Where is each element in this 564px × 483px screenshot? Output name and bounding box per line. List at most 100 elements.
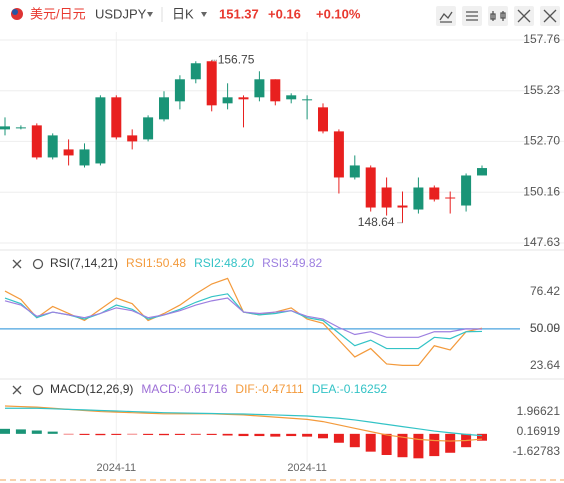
y-tick-label: 50.09 [530, 321, 560, 335]
y-tick-label: 23.64 [530, 358, 560, 372]
annotation: 148.64 [358, 215, 395, 229]
macd-bar [238, 433, 249, 437]
legend-entry: MACD:-0.61716 [141, 382, 227, 396]
y-tick-label: 152.70 [523, 134, 560, 148]
indicator-line [5, 407, 483, 437]
y-tick-label: 157.76 [523, 32, 560, 46]
macd-bar [79, 433, 90, 435]
candle-body [254, 79, 265, 98]
y-tick-label: 50.00 [530, 321, 560, 335]
candle-body [47, 135, 58, 158]
macd-bar [31, 430, 42, 434]
candle-body [0, 126, 10, 130]
indicator-line [4, 297, 483, 338]
candle-body [174, 79, 185, 102]
macd-bar [286, 433, 297, 437]
macd-bar [111, 433, 122, 435]
settings-icon[interactable] [32, 384, 44, 396]
y-tick-label: -1.62783 [513, 444, 561, 458]
candle-body [190, 63, 201, 80]
candle-body [477, 168, 487, 176]
candle-body [206, 61, 217, 106]
macd-bar [365, 433, 376, 452]
period-dropdown[interactable] [201, 12, 207, 17]
macd-bar [159, 433, 169, 436]
legend-entry: RSI3:49.82 [262, 256, 322, 270]
macd-bar [63, 433, 74, 435]
macd-bar [397, 433, 408, 458]
candle-body [445, 197, 456, 199]
macd-bar [127, 433, 138, 435]
candle-body [302, 99, 313, 101]
candle-body [270, 79, 281, 102]
macd-bar [302, 433, 313, 437]
candle-body [381, 187, 392, 208]
y-tick-label: 0.16919 [517, 424, 561, 438]
pair: 美元/日元 [30, 6, 86, 21]
legend-entry: RSI2:48.20 [194, 256, 254, 270]
candle-body [63, 149, 74, 156]
close-icon[interactable] [12, 259, 22, 269]
x-tick-label: 2024-11 [287, 462, 327, 474]
toolbar [436, 6, 560, 26]
legend-entry: DEA:-0.16252 [312, 382, 388, 396]
period: 日K [172, 6, 194, 21]
indicator-title: MACD(12,26,9) [50, 382, 133, 396]
macd-bar [349, 433, 360, 448]
change-pct: +0.10% [316, 6, 361, 21]
macd-bar [413, 433, 424, 459]
candle-body [333, 131, 344, 178]
macd-bar [206, 433, 217, 435]
candle-body [349, 165, 360, 178]
candle-body [159, 97, 169, 120]
candle-body [397, 205, 408, 208]
candle-body [15, 127, 26, 129]
symbol-dropdown[interactable] [147, 12, 153, 17]
y-tick-label: 76.42 [530, 284, 560, 298]
toolbar-icons [439, 9, 557, 23]
flag-icon-part [12, 9, 18, 15]
candle-body [365, 167, 376, 208]
x-tick-label: 2024-11 [97, 462, 137, 474]
candle-body [461, 175, 472, 206]
macd-bar [445, 433, 456, 453]
macd-bar [381, 433, 392, 455]
macd-bar [429, 433, 440, 457]
y-tick-label: 155.23 [523, 83, 560, 97]
indicator-title: RSI(7,14,21) [50, 256, 118, 270]
macd-bar [222, 433, 233, 436]
annotation: 156.75 [218, 52, 255, 66]
indicator-line [4, 277, 483, 366]
macd-bar [95, 433, 106, 436]
macd-bar [477, 433, 487, 441]
macd-bar [15, 429, 26, 434]
macd-bar [47, 431, 58, 434]
macd-bar [333, 433, 344, 443]
candle-body [318, 107, 328, 132]
macd-bar [174, 433, 185, 435]
symbol: USDJPY [95, 6, 147, 21]
candle-body [222, 97, 233, 104]
y-tick-label: 1.96621 [517, 404, 561, 418]
macd-bar [0, 428, 10, 434]
macd-bar [143, 433, 154, 435]
candle-body [429, 187, 440, 200]
legend-entry: DIF:-0.47111 [235, 382, 304, 396]
settings-icon[interactable] [32, 258, 44, 270]
y-tick-label: 150.16 [523, 184, 560, 198]
macd-bar [254, 433, 265, 437]
indicator-line [4, 293, 483, 350]
candle-body [413, 187, 424, 210]
y-tick-label: 147.63 [523, 235, 560, 249]
candle-body [143, 117, 154, 140]
change: +0.16 [268, 6, 301, 21]
candle-body [79, 149, 90, 166]
macd-bar [190, 433, 201, 435]
candle-body [111, 97, 122, 138]
macd-bar [318, 433, 328, 439]
macd-bar [270, 433, 281, 437]
price: 151.37 [219, 6, 259, 21]
close-icon[interactable] [12, 385, 22, 395]
candle-body [286, 95, 297, 100]
